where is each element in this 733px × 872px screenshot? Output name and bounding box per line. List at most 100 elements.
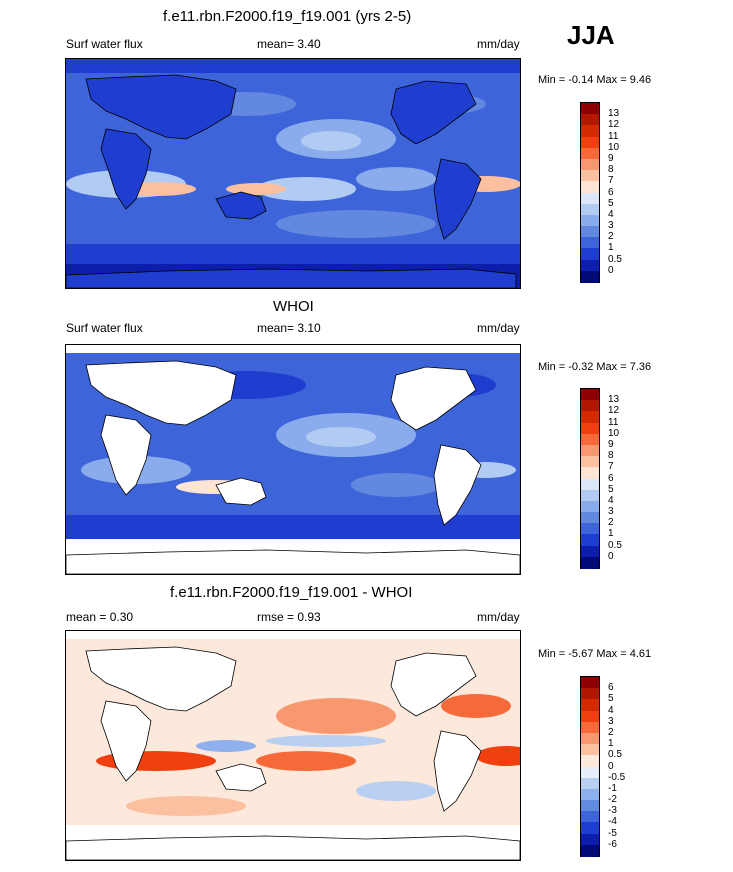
colorbar-box (581, 523, 599, 535)
colorbar-tick-label: 2 (608, 726, 614, 738)
colorbar-tick-label: 2 (608, 517, 614, 529)
panel1-map (65, 58, 521, 289)
colorbar-tick-label: -3 (608, 805, 617, 817)
colorbar-tick-label: 1 (608, 242, 614, 254)
panel2-title: WHOI (273, 298, 314, 315)
colorbar-tick-label: -4 (608, 816, 617, 828)
colorbar-box (581, 556, 599, 569)
panel3-units-label: mm/day (477, 610, 520, 624)
colorbar-box (581, 125, 599, 138)
colorbar-tick-label: 13 (608, 394, 620, 406)
colorbar-box (581, 512, 599, 524)
colorbar-tick-label: -1 (608, 782, 617, 794)
colorbar-box (581, 545, 599, 558)
colorbar-box (581, 800, 599, 812)
colorbar-box (581, 433, 599, 446)
colorbar-box (581, 744, 599, 756)
colorbar-box (581, 181, 599, 193)
colorbar-tick-label: 7 (608, 175, 614, 187)
colorbar-tick-label: 5 (608, 693, 614, 705)
colorbar-tick-label: 0.5 (608, 253, 622, 265)
panel1-minmax-label: Min = -0.14 Max = 9.46 (538, 74, 652, 86)
colorbar-tick-label: 4 (608, 704, 614, 716)
panel3-title: f.e11.rbn.F2000.f19_f19.001 - WHOI (170, 584, 413, 601)
colorbar-tick-label: 6 (608, 682, 614, 694)
colorbar-box (581, 248, 599, 261)
panel2-mean-label: mean= 3.10 (257, 321, 321, 335)
colorbar-tick-label: 12 (608, 119, 620, 131)
colorbar-box (581, 500, 599, 513)
colorbar-tick-label: 5 (608, 197, 614, 209)
colorbar-box (581, 444, 599, 457)
season-label: JJA (567, 20, 615, 50)
colorbar-tick-label: -0.5 (608, 771, 626, 783)
colorbar-box (581, 777, 599, 790)
colorbar-box (581, 844, 599, 857)
colorbar-tick-label: 5 (608, 483, 614, 495)
colorbar-box (581, 203, 599, 216)
colorbar-tick-label: 8 (608, 164, 614, 176)
colorbar-box (581, 688, 599, 700)
colorbar-tick-label: 0 (608, 760, 614, 772)
colorbar-box (581, 114, 599, 126)
colorbar-tick-label: 9 (608, 152, 614, 164)
colorbar-tick-label: 11 (608, 416, 619, 428)
panel2-minmax-label: Min = -0.32 Max = 7.36 (538, 361, 652, 373)
colorbar-tick-label: 0.5 (608, 539, 622, 551)
panel3-colorbar (580, 676, 600, 857)
colorbar-tick-label: 2 (608, 231, 614, 243)
colorbar-tick-label: 9 (608, 438, 614, 450)
colorbar-tick-label: 6 (608, 472, 614, 484)
colorbar-tick-label: 13 (608, 108, 620, 120)
colorbar-tick-label: 7 (608, 461, 614, 473)
colorbar-box (581, 721, 599, 734)
colorbar-box (581, 489, 599, 502)
colorbar-box (581, 811, 599, 823)
panel2-map (65, 344, 521, 575)
panel2-colorbar (580, 388, 600, 569)
colorbar-tick-label: 8 (608, 450, 614, 462)
panel1-units-label: mm/day (477, 37, 520, 51)
colorbar-box (581, 732, 599, 745)
colorbar-box (581, 822, 599, 835)
colorbar-box (581, 136, 599, 149)
colorbar-tick-label: 3 (608, 220, 614, 232)
colorbar-tick-label: 10 (608, 427, 620, 439)
panel2-units-label: mm/day (477, 321, 520, 335)
panel3-map (65, 630, 521, 861)
colorbar-tick-label: 0 (608, 264, 614, 276)
panel1-mean-label: mean= 3.40 (257, 37, 321, 51)
colorbar-box (581, 833, 599, 846)
colorbar-tick-label: 3 (608, 506, 614, 518)
colorbar-box (581, 400, 599, 412)
colorbar-tick-label: 10 (608, 141, 620, 153)
colorbar-box (581, 147, 599, 160)
colorbar-tick-label: 1 (608, 528, 614, 540)
colorbar-tick-label: 4 (608, 208, 614, 220)
panel3-rmse-label: rmse = 0.93 (257, 610, 321, 624)
colorbar-box (581, 158, 599, 171)
colorbar-box (581, 103, 599, 115)
colorbar-box (581, 478, 599, 491)
panel1-variable-label: Surf water flux (66, 37, 143, 51)
colorbar-box (581, 214, 599, 227)
colorbar-tick-label: 0.5 (608, 749, 622, 761)
colorbar-box (581, 259, 599, 272)
colorbar-tick-label: 0 (608, 550, 614, 562)
colorbar-box (581, 677, 599, 689)
colorbar-box (581, 755, 599, 767)
colorbar-box (581, 389, 599, 401)
colorbar-box (581, 422, 599, 435)
colorbar-tick-label: 1 (608, 738, 614, 750)
colorbar-tick-label: 12 (608, 405, 620, 417)
panel1-title: f.e11.rbn.F2000.f19_f19.001 (yrs 2-5) (163, 8, 412, 25)
panel3-mean-label: mean = 0.30 (66, 610, 134, 624)
panel3-minmax-label: Min = -5.67 Max = 4.61 (538, 648, 652, 660)
colorbar-tick-label: -2 (608, 794, 617, 806)
colorbar-tick-label: 11 (608, 130, 619, 142)
colorbar-tick-label: -6 (608, 838, 617, 850)
colorbar-box (581, 766, 599, 779)
colorbar-tick-label: 3 (608, 715, 614, 727)
colorbar-box (581, 226, 599, 238)
colorbar-box (581, 411, 599, 424)
